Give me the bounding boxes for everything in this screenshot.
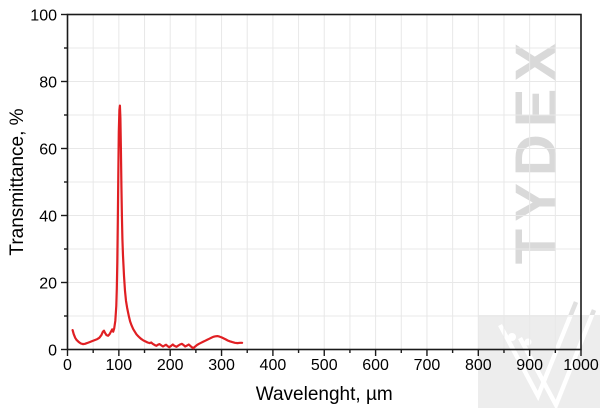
grid-lines (67, 14, 581, 350)
x-tick-label: 800 (465, 357, 492, 374)
x-tick-label: 100 (105, 357, 132, 374)
data-series-line (71, 104, 244, 350)
y-tick-label: 60 (39, 141, 57, 158)
y-tick-label: 40 (39, 208, 57, 225)
x-tick-label: 400 (260, 357, 287, 374)
x-tick-label: 700 (414, 357, 441, 374)
y-axis-title: Transmittance, % (7, 108, 28, 255)
x-tick-label: 600 (362, 357, 389, 374)
x-axis-title: Wavelenght, µm (256, 384, 393, 405)
y-tick-label: 0 (48, 342, 57, 359)
x-tick-label: 200 (157, 357, 184, 374)
x-tick-label: 500 (311, 357, 338, 374)
x-tick-label: 900 (516, 357, 543, 374)
y-tick-label: 80 (39, 74, 57, 91)
x-tick-label: 0 (63, 357, 72, 374)
x-tick-label: 300 (208, 357, 235, 374)
axis-ticks (61, 13, 582, 356)
y-tick-label: 20 (39, 275, 57, 292)
y-tick-label: 100 (30, 7, 57, 24)
x-tick-label: 1000 (563, 357, 599, 374)
